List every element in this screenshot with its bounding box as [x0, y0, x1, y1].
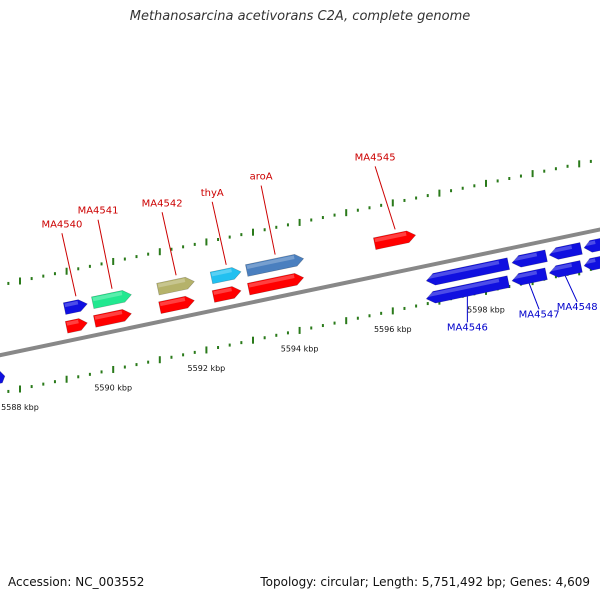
gene-label: MA4547	[519, 309, 560, 320]
cds-arrow	[64, 318, 88, 334]
gene-arrow-highlight	[211, 268, 232, 277]
scale-label: 5594 kbp	[281, 344, 319, 353]
gene-arrow	[209, 267, 242, 285]
cds-arrow	[247, 273, 305, 296]
cds-arrow	[548, 260, 583, 278]
scale-label: 5592 kbp	[188, 364, 226, 373]
scale-label: 5588 kbp	[1, 403, 39, 412]
gene-labels: MA4540 MA4541 MA4542 thyA aroA MA4545 MA4546 MA…	[41, 152, 597, 333]
gene-arrow	[425, 257, 510, 286]
gene-arrow-highlight	[426, 260, 500, 280]
scale-labels: 5588 kbp 5590 kbp 5592 kbp 5594 kbp 5596 kbp…	[1, 305, 505, 412]
map-title: Methanosarcina acetivorans C2A, complete…	[129, 9, 471, 24]
cds-arrow	[425, 275, 510, 304]
cds-arrow-highlight	[213, 287, 232, 295]
gene-leader-line	[260, 185, 276, 255]
gene-arrow	[0, 370, 6, 385]
gene-label: thyA	[201, 188, 224, 199]
scale-label: 5590 kbp	[94, 383, 132, 392]
cds-arrow-highlight	[94, 310, 123, 320]
gene-arrow	[62, 299, 88, 315]
gene-arrow	[511, 249, 548, 268]
gene-leader-line	[374, 166, 396, 230]
gene-leader-line	[97, 219, 113, 289]
cds-arrow-highlight	[426, 278, 500, 298]
gene-arrow-highlight	[246, 255, 295, 269]
gene-arrow-highlight	[92, 291, 123, 302]
gene-arrow	[156, 276, 195, 296]
cds-arrow-highlight	[248, 274, 295, 288]
features	[0, 230, 600, 385]
gene-arrow-highlight	[549, 245, 573, 254]
cds-arrow	[93, 309, 132, 328]
gene-leader-line	[528, 283, 540, 310]
cds-arrow-highlight	[159, 297, 186, 307]
gene-leader-line	[564, 275, 578, 302]
gene-label: MA4540	[41, 219, 82, 230]
cds-arrow	[211, 286, 242, 303]
gene-arrow	[373, 230, 417, 250]
genome-summary-text: Topology: circular; Length: 5,751,492 bp…	[260, 575, 590, 589]
gene-leader-line	[211, 201, 227, 265]
cds-arrow	[511, 267, 548, 286]
cds-arrow-highlight	[511, 270, 538, 280]
gene-arrow-highlight	[64, 300, 79, 308]
cds-arrow	[158, 295, 195, 314]
gene-leader-line	[61, 233, 77, 297]
gene-arrow-highlight	[511, 252, 538, 262]
gene-arrow-highlight	[157, 278, 186, 288]
gene-label: MA4542	[142, 198, 183, 209]
scale-label: 5598 kbp	[467, 305, 505, 314]
cds-arrow-highlight	[584, 258, 596, 265]
gene-arrow	[548, 242, 583, 260]
accession-text: Accession: NC_003552	[8, 575, 145, 589]
gene-label: MA4545	[355, 152, 396, 163]
gene-arrow	[91, 290, 132, 310]
gene-label: MA4541	[78, 206, 119, 217]
gene-label: MA4546	[447, 322, 488, 333]
gene-label: aroA	[250, 172, 273, 183]
cds-arrow-highlight	[549, 263, 573, 272]
scale-label: 5596 kbp	[374, 325, 412, 334]
gene-label: MA4548	[557, 302, 598, 313]
gene-arrow-highlight	[584, 240, 596, 247]
gene-arrow	[245, 254, 305, 277]
genome-backbone	[0, 227, 600, 358]
gene-leader-line	[161, 212, 177, 276]
gene-arrow-highlight	[374, 232, 407, 243]
cds-arrow-highlight	[66, 319, 79, 326]
